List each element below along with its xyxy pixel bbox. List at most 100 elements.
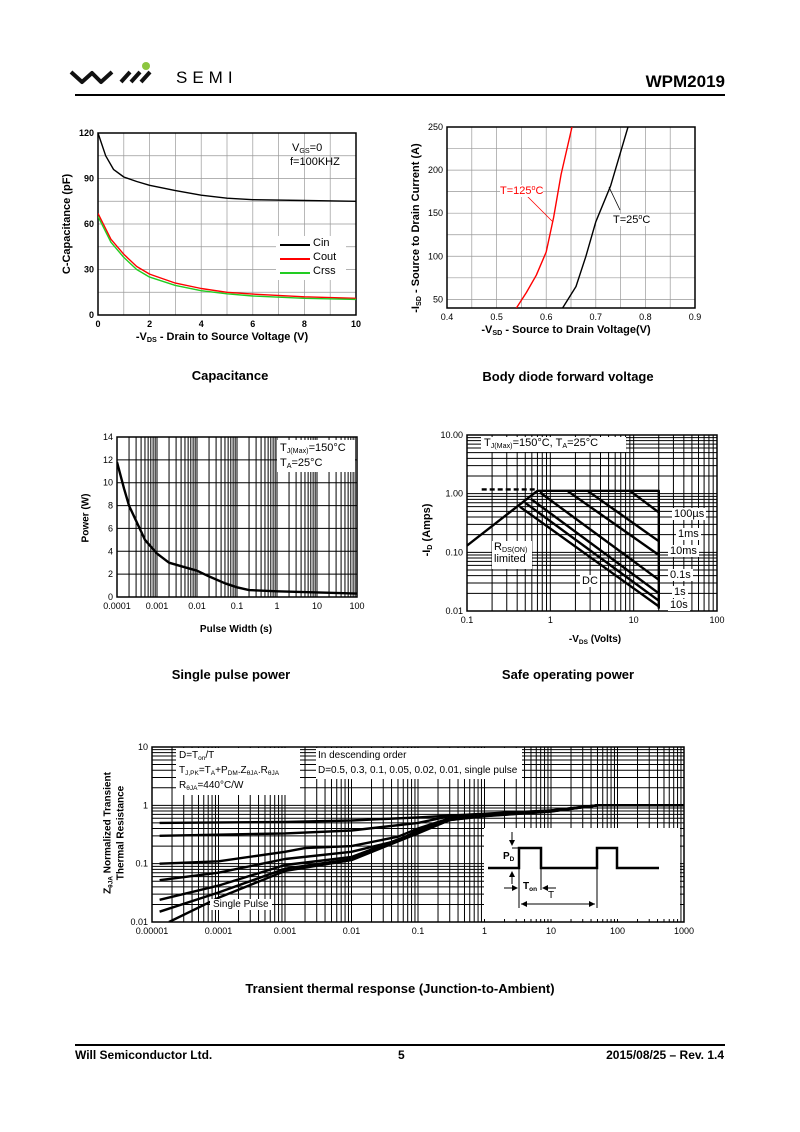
legend-swatch-cin — [280, 244, 310, 246]
tj-post: =150°C — [308, 442, 346, 454]
footer-divider — [75, 1044, 725, 1046]
y-tick-label: 60 — [84, 219, 94, 229]
series-line-1s — [529, 497, 660, 595]
series-line-10s — [524, 501, 660, 602]
cond-b-sub: A — [562, 442, 568, 450]
tj-sub: J(Max) — [286, 447, 309, 455]
c3-label-10s: 10s — [668, 599, 690, 611]
x-tick-label: 0.5 — [490, 312, 503, 322]
legend-label-cout: Cout — [313, 251, 337, 263]
legend-label-cin: Cin — [313, 237, 330, 249]
legend-swatch-cout — [280, 258, 310, 260]
y-tick-label: 8 — [108, 501, 113, 511]
c3-caption: Safe operating power — [501, 667, 635, 682]
cond-b: =150°C, T — [512, 437, 563, 449]
d-sub: on — [198, 755, 206, 762]
x-tick-label: 0 — [95, 319, 100, 329]
vgs-post: =0 — [309, 142, 323, 154]
c0-caption: Capacitance — [191, 368, 269, 383]
r-post: =440°C/W — [197, 780, 244, 791]
x-tick-label: 0.1 — [461, 615, 474, 625]
c2-ta: TA=25°C — [280, 457, 323, 470]
x-tick-label: 0.00001 — [136, 926, 169, 936]
c4-caption: Transient thermal response (Junction-to-… — [245, 981, 555, 996]
t125-pre: T=125 — [500, 185, 532, 197]
x-tick-label: 0.7 — [590, 312, 603, 322]
x-tick-label: 100 — [709, 615, 724, 625]
series-line-boundary — [537, 489, 660, 609]
x-tick-label: 4 — [199, 319, 204, 329]
x-tick-label: 0.001 — [146, 601, 169, 611]
f-a: T — [179, 765, 186, 776]
c3-label-1ms: 1ms — [676, 528, 701, 540]
c3-ylabel-post: (Amps) — [421, 503, 433, 545]
series-line-crss — [98, 216, 356, 301]
x-tick-label: 1 — [548, 615, 553, 625]
x-tick-label: 10 — [351, 319, 361, 329]
leader-line-25c — [608, 186, 621, 211]
c2-xlabel: Pulse Width (s) — [199, 624, 273, 635]
footer-page-number: 5 — [398, 1048, 405, 1062]
c2-conditions-box: TJ(Max)=150°C TA=25°C — [277, 440, 355, 472]
x-tick-label: 0.01 — [188, 601, 206, 611]
x-tick-label: 0.0001 — [103, 601, 131, 611]
c4-formula-box: D=Ton/T TJ,PK=TA+PDM.ZθJA.RθJA RθJA=440°… — [176, 748, 300, 795]
plot-frame — [446, 126, 696, 309]
r-sub: θJA — [186, 785, 198, 792]
y-tick-label: 0 — [89, 310, 94, 320]
t25-post: C — [642, 214, 651, 226]
y-tick-label: 120 — [79, 128, 94, 138]
y-tick-label: 10 — [138, 742, 148, 752]
c0-freq-annotation: f=100KHZ — [290, 156, 340, 168]
rds-pre: R — [494, 541, 502, 553]
y-tick-label: 0.01 — [130, 917, 148, 927]
c3-xlabel-post: (Volts) — [587, 634, 622, 645]
series-line-0-1s — [539, 491, 660, 581]
series-line-t-25-c — [562, 127, 629, 308]
f-c-sub: DM — [227, 770, 238, 777]
vgs-sub: GS — [299, 147, 310, 155]
f-e-sub: θJA — [267, 770, 280, 777]
chart-1: 0.4 0.5 0.6 0.7 0.8 0.9 50 100 150 200 250 — [428, 122, 701, 322]
y-tick-label: 0 — [108, 592, 113, 602]
c0-ylabel: C-Capacitance (pF) — [61, 173, 73, 275]
c0-legend: Cin Cout Crss — [276, 236, 346, 280]
y-tick-label: 0.10 — [445, 547, 463, 557]
c1-xlabel-post: - Source to Drain Voltage(V) — [502, 324, 651, 336]
c1-ylabel-sub: SD — [415, 296, 423, 306]
series-line-cout — [98, 213, 356, 299]
y-tick-label: 100 — [428, 251, 443, 261]
c1-ylabel-pre: -I — [410, 305, 422, 313]
legend-swatch-crss — [280, 272, 310, 274]
series-line-1ms — [586, 489, 660, 543]
y-tick-label: 150 — [428, 208, 443, 218]
c0-vgs-annotation: VGS=0 — [292, 142, 323, 155]
chart-2: 0.0001 0.001 0.01 0.1 1 10 100 0 2 4 6 8 10 12 14 — [103, 432, 365, 611]
c4-single-pulse-label: Single Pulse — [210, 899, 272, 910]
y-tick-label: 250 — [428, 122, 443, 132]
x-tick-label: 1000 — [674, 926, 694, 936]
ton-pre: T — [523, 881, 530, 892]
zja-sub: θJA — [107, 875, 115, 888]
inset-ton-label: Ton — [523, 881, 537, 893]
x-tick-label: 0.4 — [441, 312, 454, 322]
c0-xlabel-sub: DS — [146, 336, 157, 344]
footer-date-revision: 2015/08/25 – Rev. 1.4 — [606, 1048, 724, 1062]
inset-pd-label: PD — [503, 851, 514, 863]
c3-xlabel-sub: DS — [578, 639, 588, 646]
ta-sub: A — [286, 462, 292, 470]
c4-tj-formula: TJ,PK=TA+PDM.ZθJA.RθJA — [179, 765, 280, 777]
series-line-cin — [98, 133, 356, 202]
logo: SEMI — [68, 60, 253, 90]
y-tick-label: 200 — [428, 165, 443, 175]
c2-caption: Single pulse power — [171, 667, 291, 682]
logo-text: SEMI — [176, 68, 238, 87]
f-a-sub: J,PK — [185, 770, 199, 777]
plot-frame — [466, 434, 718, 612]
x-tick-label: 10 — [312, 601, 322, 611]
cond-c: =25°C — [567, 437, 599, 449]
y-tick-label: 0.01 — [445, 606, 463, 616]
y-tick-label: 10 — [103, 478, 113, 488]
x-tick-label: 0.9 — [689, 312, 702, 322]
c0-xlabel-post: - Drain to Source Voltage (V) — [156, 331, 309, 343]
